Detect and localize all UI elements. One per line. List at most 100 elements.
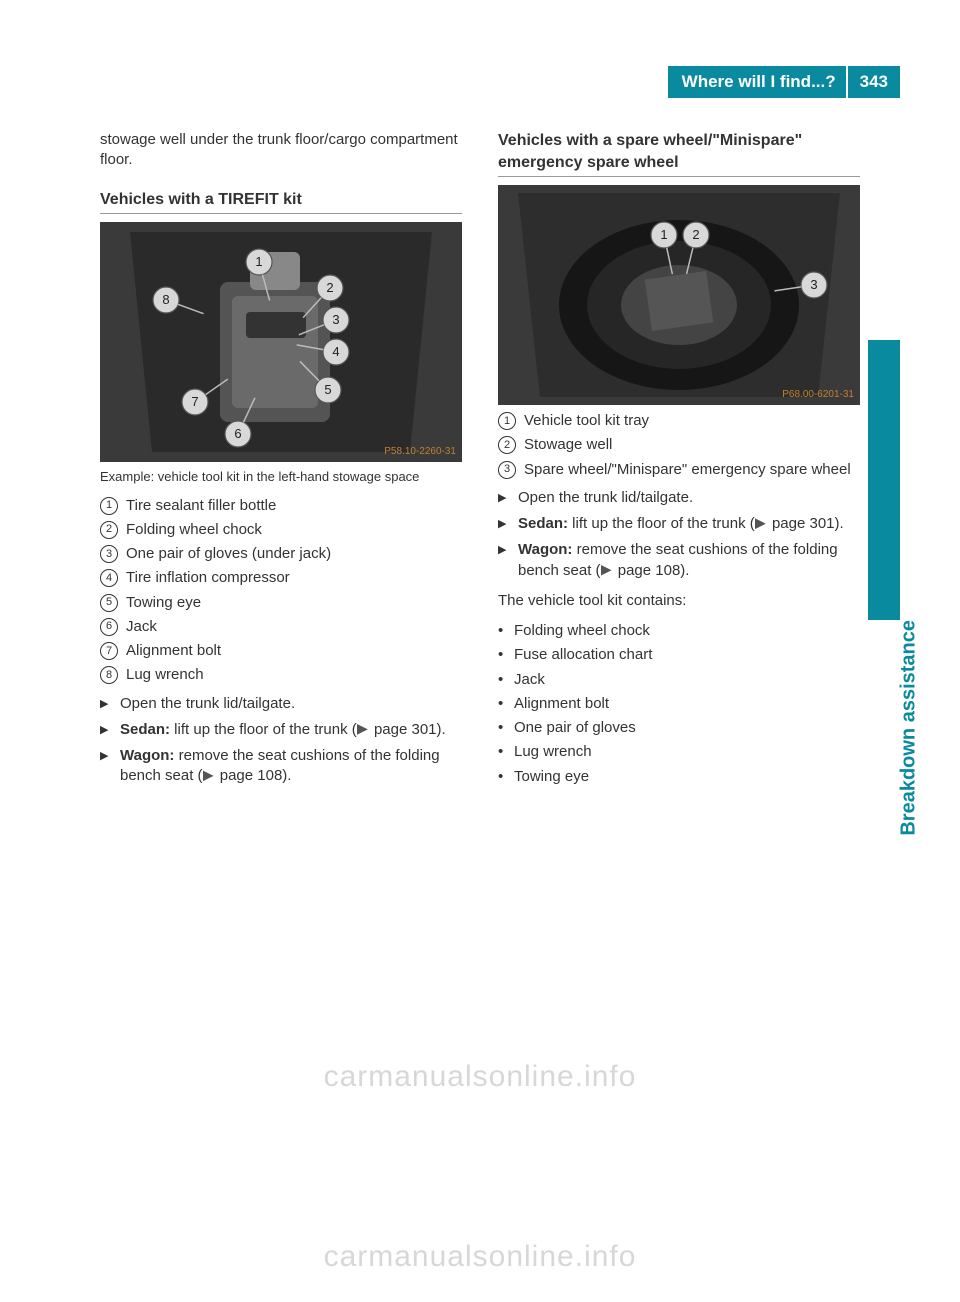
intro-text: stowage well under the trunk floor/cargo… bbox=[100, 130, 462, 171]
callout-number: 5 bbox=[100, 594, 118, 612]
step-item: ▶Wagon: remove the seat cushions of the … bbox=[498, 540, 860, 581]
callout-text: Stowage well bbox=[524, 435, 612, 455]
left-heading: Vehicles with a TIREFIT kit bbox=[100, 189, 462, 215]
bullet-text: Alignment bolt bbox=[514, 694, 609, 714]
header-page-number: 343 bbox=[848, 66, 900, 98]
svg-text:2: 2 bbox=[692, 227, 699, 242]
content-area: stowage well under the trunk floor/cargo… bbox=[100, 130, 860, 797]
callout-item: 2 Folding wheel chock bbox=[100, 520, 462, 540]
callout-item: 7 Alignment bolt bbox=[100, 641, 462, 661]
callout-item: 2 Stowage well bbox=[498, 435, 860, 455]
tirefit-diagram: 12345678 bbox=[100, 222, 462, 462]
callout-number: 3 bbox=[100, 545, 118, 563]
step-text: Open the trunk lid/tailgate. bbox=[120, 694, 295, 714]
step-item: ▶ Sedan: lift up the floor of the trunk (… bbox=[100, 720, 462, 740]
watermark: carmanualsonline.info bbox=[0, 1060, 960, 1094]
step-text: Open the trunk lid/tailgate. bbox=[518, 488, 693, 508]
step-item: ▶ Sedan: lift up the floor of the trunk (… bbox=[498, 514, 860, 534]
step-text: Sedan: lift up the floor of the trunk ( … bbox=[518, 514, 844, 534]
step-item: ▶ Open the trunk lid/tailgate. bbox=[100, 694, 462, 714]
svg-text:6: 6 bbox=[234, 426, 241, 441]
right-column: Vehicles with a spare wheel/"Minispare" … bbox=[498, 130, 860, 797]
callout-item: 6 Jack bbox=[100, 617, 462, 637]
pageref-icon bbox=[601, 565, 612, 576]
pageref-icon bbox=[357, 724, 368, 735]
callout-number: 2 bbox=[100, 521, 118, 539]
bullet-item: •Towing eye bbox=[498, 767, 860, 787]
bullet-text: Jack bbox=[514, 670, 545, 690]
callout-text: Towing eye bbox=[126, 593, 201, 613]
bullet-item: •Lug wrench bbox=[498, 742, 860, 762]
step-item: ▶ Open the trunk lid/tailgate. bbox=[498, 488, 860, 508]
callout-text: Vehicle tool kit tray bbox=[524, 411, 649, 431]
svg-text:3: 3 bbox=[332, 312, 339, 327]
svg-text:1: 1 bbox=[660, 227, 667, 242]
bullet-icon: • bbox=[498, 718, 510, 738]
bullet-text: Towing eye bbox=[514, 767, 589, 787]
step-marker-icon: ▶ bbox=[100, 720, 114, 740]
step-marker-icon: ▶ bbox=[498, 488, 512, 508]
callout-text: Lug wrench bbox=[126, 665, 204, 685]
callout-item: 5 Towing eye bbox=[100, 593, 462, 613]
svg-text:3: 3 bbox=[810, 277, 817, 292]
header-title: Where will I find...? bbox=[668, 66, 846, 98]
right-step-list: ▶ Open the trunk lid/tailgate. ▶ Sedan: lif… bbox=[498, 488, 860, 581]
left-column: stowage well under the trunk floor/cargo… bbox=[100, 130, 462, 797]
side-tab bbox=[868, 340, 900, 620]
pageref-icon bbox=[755, 518, 766, 529]
bullet-item: •Fuse allocation chart bbox=[498, 645, 860, 665]
step-text: Wagon: remove the seat cushions of the f… bbox=[518, 540, 860, 581]
svg-text:4: 4 bbox=[332, 344, 339, 359]
callout-number: 3 bbox=[498, 461, 516, 479]
bullet-icon: • bbox=[498, 670, 510, 690]
callout-text: Alignment bolt bbox=[126, 641, 221, 661]
right-figure: 123 P68.00-6201-31 bbox=[498, 185, 860, 405]
callout-text: Spare wheel/"Minispare" emergency spare … bbox=[524, 460, 851, 480]
callout-text: Tire inflation compressor bbox=[126, 568, 290, 588]
svg-text:2: 2 bbox=[326, 280, 333, 295]
left-callout-list: 1Tire sealant filler bottle 2 Folding whee… bbox=[100, 496, 462, 686]
step-marker-icon: ▶ bbox=[100, 746, 114, 787]
callout-text: Folding wheel chock bbox=[126, 520, 262, 540]
callout-number: 7 bbox=[100, 642, 118, 660]
bullet-item: •One pair of gloves bbox=[498, 718, 860, 738]
contains-label: The vehicle tool kit contains: bbox=[498, 591, 860, 611]
right-callout-list: 1Vehicle tool kit tray 2 Stowage well 3 Spar… bbox=[498, 411, 860, 480]
callout-item: 8Lug wrench bbox=[100, 665, 462, 685]
bullet-icon: • bbox=[498, 767, 510, 787]
step-item: ▶Wagon: remove the seat cushions of the … bbox=[100, 746, 462, 787]
step-text: Wagon: remove the seat cushions of the f… bbox=[120, 746, 462, 787]
spare-wheel-diagram: 1 2 3 bbox=[498, 185, 860, 405]
step-marker-icon: ▶ bbox=[100, 694, 114, 714]
bullet-text: Folding wheel chock bbox=[514, 621, 650, 641]
step-marker-icon: ▶ bbox=[498, 540, 512, 581]
bullet-text: Fuse allocation chart bbox=[514, 645, 652, 665]
callout-item: 3 Spare wheel/"Minispare" emergency spare… bbox=[498, 460, 860, 480]
callout-number: 6 bbox=[100, 618, 118, 636]
callout-number: 1 bbox=[100, 497, 118, 515]
bullet-icon: • bbox=[498, 694, 510, 714]
header-bar: Where will I find...? 343 bbox=[668, 66, 900, 98]
callout-number: 2 bbox=[498, 436, 516, 454]
callout-item: 3 One pair of gloves (under jack) bbox=[100, 544, 462, 564]
callout-text: Jack bbox=[126, 617, 157, 637]
svg-text:8: 8 bbox=[162, 292, 169, 307]
callout-item: 1Tire sealant filler bottle bbox=[100, 496, 462, 516]
bullet-item: •Jack bbox=[498, 670, 860, 690]
bullet-item: •Folding wheel chock bbox=[498, 621, 860, 641]
right-bullet-list: •Folding wheel chock•Fuse allocation cha… bbox=[498, 621, 860, 787]
bullet-icon: • bbox=[498, 742, 510, 762]
bullet-text: One pair of gloves bbox=[514, 718, 636, 738]
left-figure-code: P58.10-2260-31 bbox=[384, 445, 456, 459]
svg-text:7: 7 bbox=[191, 394, 198, 409]
step-text: Sedan: lift up the floor of the trunk ( … bbox=[120, 720, 446, 740]
left-figure: 12345678 P58.10-2260-31 bbox=[100, 222, 462, 462]
svg-text:5: 5 bbox=[324, 382, 331, 397]
callout-number: 4 bbox=[100, 569, 118, 587]
left-step-list: ▶ Open the trunk lid/tailgate. ▶ Sedan: lif… bbox=[100, 694, 462, 787]
step-marker-icon: ▶ bbox=[498, 514, 512, 534]
bullet-icon: • bbox=[498, 621, 510, 641]
pageref-icon bbox=[203, 770, 214, 781]
callout-item: 1Vehicle tool kit tray bbox=[498, 411, 860, 431]
callout-text: One pair of gloves (under jack) bbox=[126, 544, 331, 564]
